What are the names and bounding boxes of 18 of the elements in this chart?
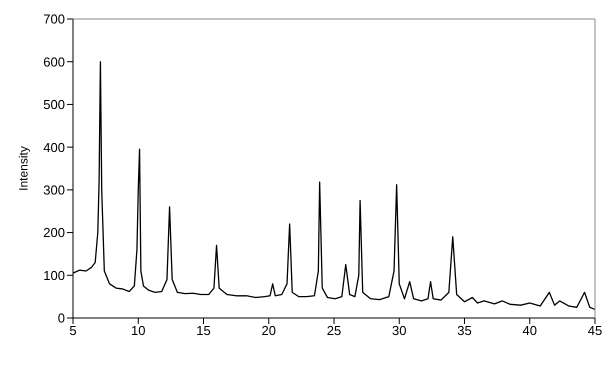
y-tick-label: 200 bbox=[43, 225, 65, 240]
x-tick-label: 10 bbox=[131, 323, 146, 338]
x-tick-label: 45 bbox=[588, 323, 602, 338]
x-tick-label: 40 bbox=[522, 323, 537, 338]
x-tick-label: 15 bbox=[196, 323, 211, 338]
y-tick-label: 400 bbox=[43, 140, 65, 155]
y-tick-label: 700 bbox=[43, 12, 65, 27]
x-tick-label: 35 bbox=[457, 323, 472, 338]
y-tick-label: 100 bbox=[43, 268, 65, 283]
x-tick-label: 20 bbox=[262, 323, 276, 338]
y-tick-label: 500 bbox=[43, 97, 65, 112]
y-tick-label: 0 bbox=[58, 310, 65, 326]
y-tick-label: 600 bbox=[43, 54, 65, 70]
y-tick-label: 300 bbox=[43, 182, 65, 198]
x-tick-label: 30 bbox=[392, 323, 406, 338]
y-axis-title: Intensity bbox=[16, 146, 30, 191]
x-tick-label: 5 bbox=[69, 323, 77, 338]
x-tick-label: 25 bbox=[326, 323, 342, 338]
